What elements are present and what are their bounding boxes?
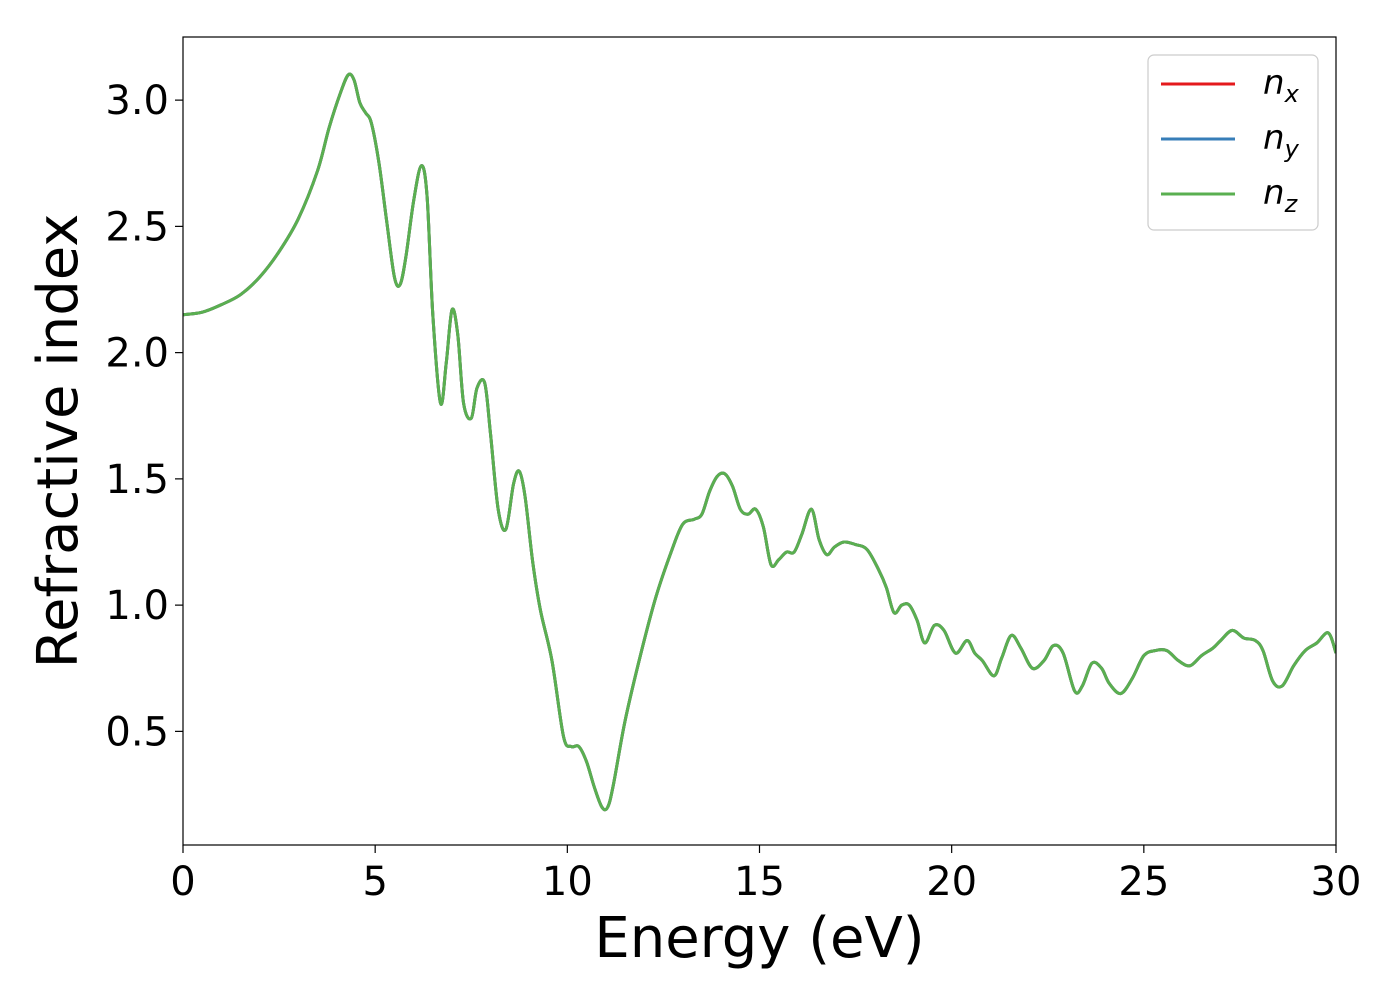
legend-label-z: nz	[1263, 173, 1299, 218]
legend-label-y: ny	[1263, 118, 1300, 163]
x-tick-label: 30	[1311, 859, 1362, 905]
x-tick-label: 0	[170, 859, 195, 905]
y-axis-title: Refractive index	[26, 214, 91, 669]
y-tick-label: 2.5	[105, 204, 169, 250]
y-tick-label: 2.0	[105, 331, 169, 377]
plot-area	[183, 72, 1336, 812]
x-tick-label: 20	[926, 859, 977, 905]
x-tick-label: 15	[734, 859, 785, 905]
legend-box	[1147, 54, 1319, 231]
y-tick-label: 3.0	[105, 78, 169, 124]
legend: nx ny nz	[1147, 54, 1319, 231]
y-tick-label: 1.0	[105, 583, 169, 629]
y-tick-label: 0.5	[105, 709, 169, 755]
y-tick-label: 1.5	[105, 457, 169, 503]
y-axis: 0.5 1.0 1.5 2.0 2.5 3.0	[105, 78, 183, 755]
x-tick-label: 10	[542, 859, 593, 905]
x-tick-label: 25	[1118, 859, 1169, 905]
plot-frame	[182, 36, 1337, 846]
x-axis-title: Energy (eV)	[594, 906, 924, 971]
x-tick-label: 5	[362, 859, 387, 905]
legend-label-x: nx	[1263, 63, 1300, 108]
series-line-z	[183, 72, 1336, 812]
x-axis: 0 5 10 15 20 25 30	[170, 845, 1361, 905]
